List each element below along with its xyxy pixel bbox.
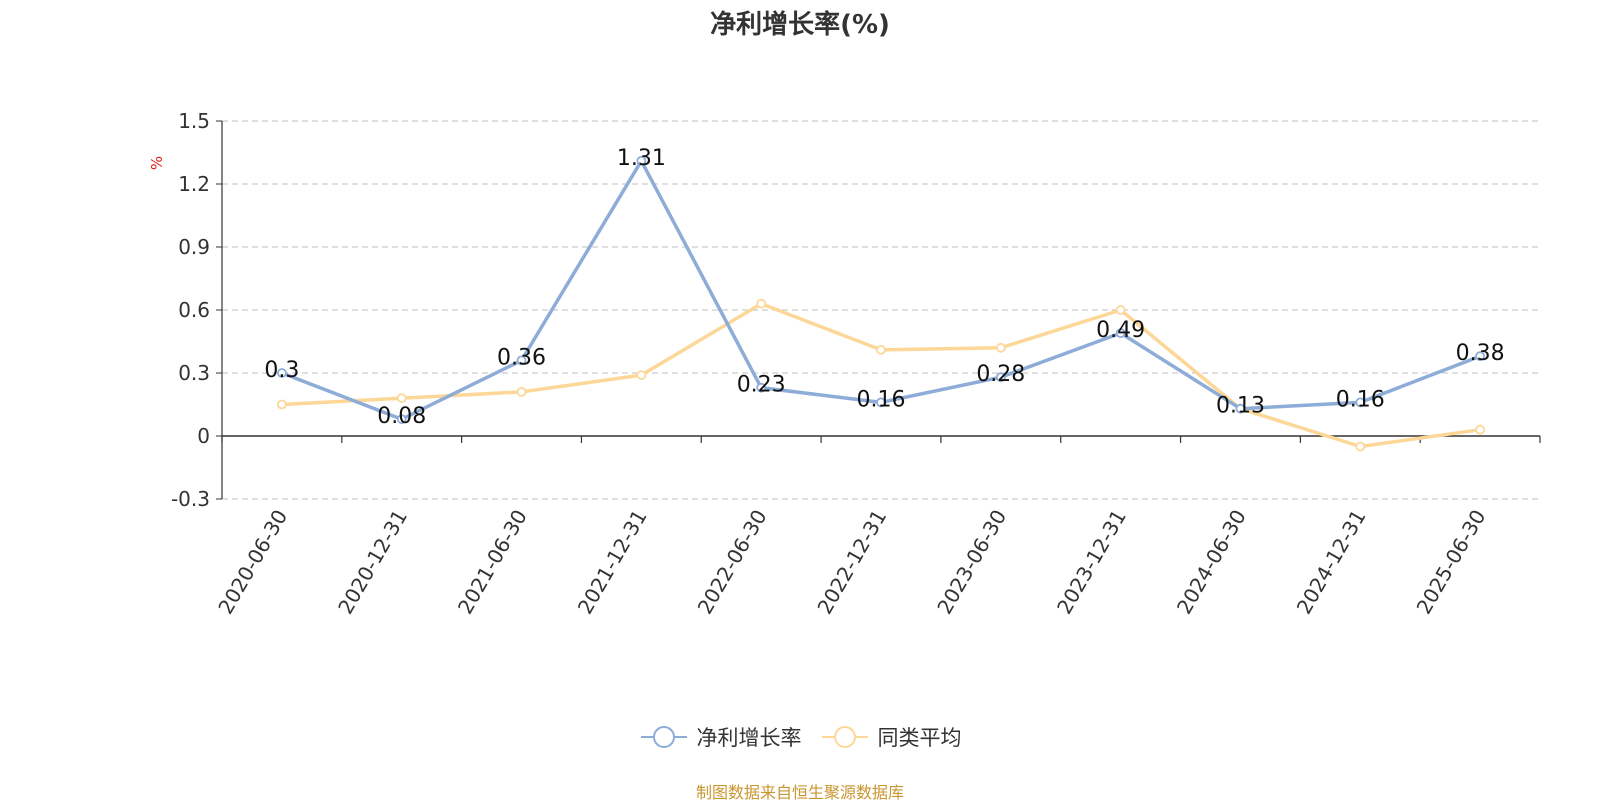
legend-item-net-profit-growth[interactable]: 净利增长率 (639, 722, 802, 752)
legend-label-peer-average: 同类平均 (877, 726, 962, 750)
data-label: 0.16 (1336, 387, 1385, 412)
x-tick-label: 2022-12-31 (812, 506, 891, 619)
y-tick-label: 0.9 (178, 235, 210, 259)
series-line-net-profit-growth (281, 159, 1481, 421)
x-tick-label: 2020-06-30 (213, 506, 292, 619)
y-tick-label: -0.3 (171, 487, 210, 511)
series-line-peer-average (281, 301, 1481, 449)
data-label: 0.49 (1096, 318, 1145, 343)
x-tick-label: 2023-12-31 (1052, 506, 1131, 619)
data-point-peer-average (636, 370, 647, 381)
legend-label-net-profit-growth: 净利增长率 (696, 726, 802, 750)
data-point-net-profit-growth (995, 372, 1006, 383)
data-point-net-profit-growth (277, 368, 287, 378)
data-point-net-profit-growth (1355, 397, 1366, 408)
x-tick-label: 2021-12-31 (573, 506, 652, 619)
data-point-peer-average (277, 399, 287, 410)
legend-marker-net-profit-growth (640, 726, 687, 748)
data-point-peer-average (1355, 441, 1366, 452)
y-tick-label: 1.2 (178, 172, 210, 196)
y-tick-label: 0.6 (178, 298, 210, 322)
data-point-peer-average (756, 298, 767, 309)
data-label: 0.36 (497, 345, 546, 370)
data-label: 0.16 (857, 387, 906, 412)
chart-title: 净利增长率(%) (710, 10, 890, 40)
data-label: 0.08 (377, 404, 426, 429)
data-point-peer-average (1115, 305, 1126, 315)
data-label: 0.13 (1216, 394, 1265, 419)
y-axis-unit-label: % (148, 156, 166, 170)
data-point-peer-average (876, 344, 886, 355)
data-label: 0.28 (976, 362, 1025, 387)
data-label: 0.3 (264, 358, 299, 383)
data-label: 1.31 (617, 146, 666, 171)
x-tick-label: 2023-06-30 (932, 506, 1011, 619)
data-point-net-profit-growth (1475, 351, 1485, 362)
x-tick-label: 2021-06-30 (453, 506, 532, 619)
data-point-peer-average (995, 342, 1006, 353)
x-tick-label: 2020-12-31 (333, 506, 412, 619)
data-point-net-profit-growth (516, 355, 527, 366)
data-point-net-profit-growth (1235, 403, 1246, 414)
data-point-peer-average (516, 386, 527, 397)
legend: 净利增长率 同类平均 (0, 722, 1600, 752)
legend-marker-peer-average (821, 726, 868, 748)
x-tick-label: 2025-06-30 (1412, 506, 1491, 619)
data-point-peer-average (1475, 424, 1485, 435)
data-label: 0.23 (737, 373, 786, 398)
data-point-net-profit-growth (1115, 328, 1126, 339)
y-tick-label: 0.3 (178, 361, 210, 385)
data-point-net-profit-growth (876, 397, 886, 408)
data-point-peer-average (396, 393, 407, 404)
data-point-net-profit-growth (636, 155, 647, 166)
source-note: 制图数据来自恒生聚源数据库 (695, 783, 904, 802)
legend-item-peer-average[interactable]: 同类平均 (820, 722, 962, 752)
y-tick-label: 0 (197, 424, 210, 448)
data-point-net-profit-growth (396, 414, 407, 425)
y-tick-label: 1.5 (178, 109, 210, 133)
x-tick-label: 2024-12-31 (1292, 506, 1371, 619)
x-tick-label: 2022-06-30 (693, 506, 772, 619)
x-tick-label: 2024-06-30 (1172, 506, 1251, 619)
data-point-net-profit-growth (756, 382, 767, 393)
data-label: 0.38 (1456, 341, 1505, 366)
